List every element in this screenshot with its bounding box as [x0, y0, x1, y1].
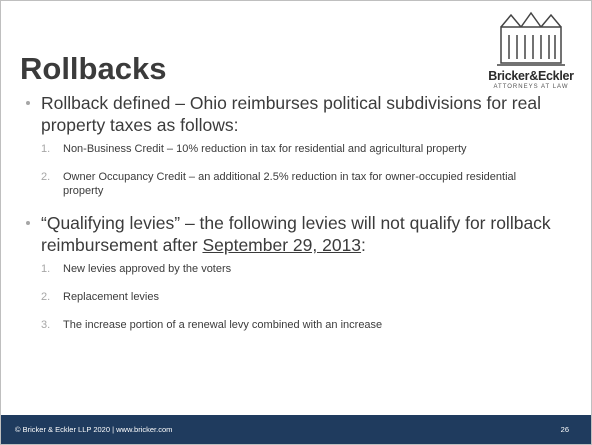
- page-number: 26: [560, 425, 569, 434]
- item-text: Owner Occupancy Credit – an additional 2…: [63, 171, 517, 197]
- footer-text: © Bricker & Eckler LLP 2020 | www.bricke…: [15, 425, 173, 434]
- item-text: New levies approved by the voters: [63, 263, 232, 275]
- content: Rollback defined – Ohio reimburses polit…: [23, 92, 581, 346]
- item-number: 2.: [41, 171, 51, 183]
- bullet: “Qualifying levies” – the following levi…: [23, 212, 581, 256]
- sub-item: 1. Non-Business Credit – 10% reduction in…: [23, 142, 533, 156]
- logo: Bricker&Eckler ATTORNEYS AT LAW: [479, 9, 583, 95]
- item-number: 1.: [41, 143, 51, 155]
- sub-list: 1. New levies approved by the voters 2. Re…: [23, 262, 581, 332]
- logo-icon: [497, 11, 565, 66]
- bullet-text: “Qualifying levies” – the following levi…: [41, 213, 551, 255]
- item-text: Non-Business Credit – 10% reduction in t…: [63, 143, 467, 155]
- bullet-text: Rollback defined – Ohio reimburses polit…: [41, 93, 541, 135]
- sub-item: 1. New levies approved by the voters: [23, 262, 533, 276]
- footer: © Bricker & Eckler LLP 2020 | www.bricke…: [1, 415, 591, 444]
- logo-tagline: ATTORNEYS AT LAW: [493, 84, 569, 90]
- sub-item: 2. Owner Occupancy Credit – an additional…: [23, 170, 533, 198]
- item-text: The increase portion of a renewal levy c…: [63, 319, 383, 331]
- underlined-date: September 29, 2013: [202, 235, 362, 255]
- slide-title: Rollbacks: [20, 51, 167, 86]
- item-text: Replacement levies: [63, 291, 159, 303]
- logo-name: Bricker&Eckler: [488, 69, 574, 83]
- sub-item: 2. Replacement levies: [23, 290, 533, 304]
- sub-list: 1. Non-Business Credit – 10% reduction in…: [23, 142, 581, 198]
- sub-item: 3. The increase portion of a renewal levy…: [23, 318, 533, 332]
- item-number: 3.: [41, 319, 51, 331]
- bullet-tail: :: [361, 235, 366, 255]
- item-number: 2.: [41, 291, 51, 303]
- bullet: Rollback defined – Ohio reimburses polit…: [23, 92, 581, 136]
- item-number: 1.: [41, 263, 51, 275]
